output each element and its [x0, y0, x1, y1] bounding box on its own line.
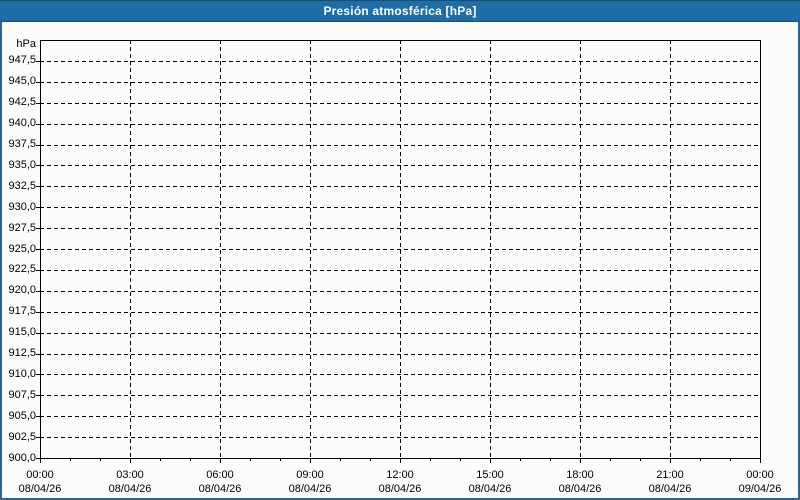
x-axis-label: 18:00 08/04/26	[545, 469, 615, 496]
y-axis-label: 940,0	[8, 117, 36, 130]
chart-title-bar: Presión atmosférica [hPa]	[0, 0, 800, 22]
x-axis-date: 08/04/26	[468, 482, 512, 495]
y-axis-label: 935,0	[8, 158, 36, 171]
x-axis-date: 08/04/26	[288, 482, 332, 495]
x-axis-label: 15:00 08/04/26	[455, 469, 525, 496]
x-axis-date: 08/04/26	[648, 482, 692, 495]
x-axis-time: 18:00	[566, 469, 594, 481]
x-axis-date: 08/04/26	[108, 482, 152, 495]
y-axis-label: 902,5	[8, 430, 36, 443]
x-axis-label: 03:00 08/04/26	[95, 469, 165, 496]
y-axis-label: 900,0	[8, 451, 36, 464]
x-axis-label: 00:00 09/04/26	[725, 469, 795, 496]
x-axis-time: 21:00	[656, 469, 684, 481]
x-axis-date: 08/04/26	[198, 482, 242, 495]
chart-title: Presión atmosférica [hPa]	[323, 4, 477, 18]
x-axis-time: 15:00	[476, 469, 504, 481]
x-axis-time: 00:00	[26, 469, 54, 481]
y-axis-label: 912,5	[8, 347, 36, 359]
y-axis-label: 910,0	[8, 367, 36, 380]
y-axis-label: 905,0	[8, 409, 36, 422]
y-axis-label: 932,5	[8, 179, 36, 192]
y-axis-label: 930,0	[8, 200, 36, 213]
x-axis-label: 21:00 08/04/26	[635, 469, 705, 496]
y-axis-label: 945,0	[8, 75, 36, 88]
x-axis-label: 09:00 08/04/26	[275, 469, 345, 496]
y-axis-label: 920,0	[8, 284, 36, 297]
x-axis-date: 09/04/26	[738, 482, 782, 495]
x-axis-time: 12:00	[386, 469, 414, 481]
x-axis-date: 08/04/26	[558, 482, 602, 495]
x-axis-time: 03:00	[116, 469, 144, 481]
x-axis-time: 06:00	[206, 469, 234, 481]
y-axis-label: 942,5	[8, 96, 36, 109]
x-axis-label: 00:00 08/04/26	[5, 469, 75, 496]
y-axis-label: 925,0	[8, 242, 36, 255]
y-axis-label: 927,5	[8, 221, 36, 234]
y-axis-label: 947,5	[8, 54, 36, 67]
y-axis-label: 915,0	[8, 326, 36, 339]
x-axis-date: 08/04/26	[18, 482, 62, 495]
y-axis-label: 917,5	[8, 305, 36, 318]
x-axis-time: 00:00	[746, 469, 774, 481]
y-axis-label: 922,5	[8, 263, 36, 276]
x-axis-date: 08/04/26	[378, 482, 422, 495]
y-axis-label: 907,5	[8, 388, 36, 401]
x-axis-label: 06:00 08/04/26	[185, 469, 255, 496]
plot-border	[40, 40, 761, 459]
x-axis-time: 09:00	[296, 469, 324, 481]
y-axis-label: 937,5	[8, 138, 36, 150]
y-axis-unit-label: hPa	[16, 38, 36, 50]
x-axis-label: 12:00 08/04/26	[365, 469, 435, 496]
